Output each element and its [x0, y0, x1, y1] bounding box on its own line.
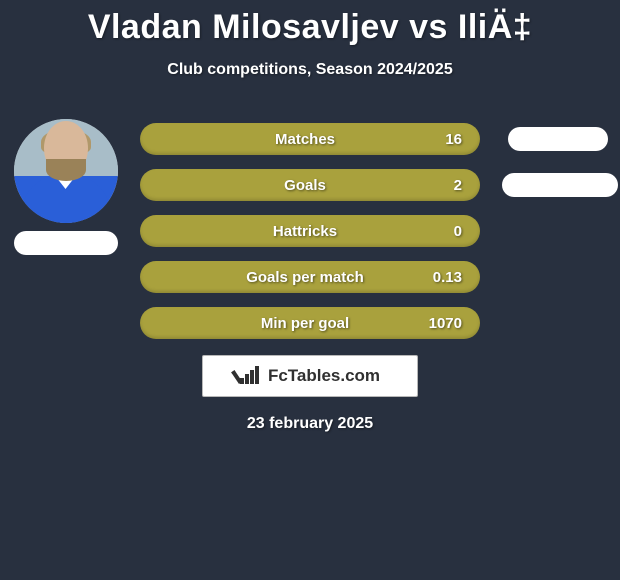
beard-icon [46, 159, 86, 181]
stat-label: Hattricks [188, 223, 422, 240]
stat-row-goals: Goals 2 [140, 169, 480, 201]
stat-label: Goals per match [188, 269, 422, 286]
stat-value: 1070 [422, 315, 462, 332]
stat-row-matches: Matches 16 [140, 123, 480, 155]
stat-label: Matches [188, 131, 422, 148]
stat-value: 2 [422, 177, 462, 194]
stat-label: Min per goal [188, 315, 422, 332]
comparison-card: Vladan Milosavljev vs IliÄ‡ Club competi… [0, 0, 620, 433]
bar-chart-icon [240, 368, 262, 384]
player-right-stat-pill-1 [508, 127, 608, 151]
stat-value: 0 [422, 223, 462, 240]
stat-label: Goals [188, 177, 422, 194]
stat-row-hattricks: Hattricks 0 [140, 215, 480, 247]
stat-row-goals-per-match: Goals per match 0.13 [140, 261, 480, 293]
branding-link[interactable]: FcTables.com [202, 355, 418, 397]
page-title: Vladan Milosavljev vs IliÄ‡ [0, 0, 620, 47]
stat-value: 16 [422, 131, 462, 148]
player-left [8, 119, 123, 255]
avatar-bg-icon [14, 119, 118, 223]
player-left-name-pill [14, 231, 118, 255]
date-text: 23 february 2025 [0, 415, 620, 433]
player-left-avatar [14, 119, 118, 223]
player-right-stat-pill-2 [502, 173, 618, 197]
stat-value: 0.13 [422, 269, 462, 286]
branding-text: FcTables.com [268, 366, 380, 386]
page-subtitle: Club competitions, Season 2024/2025 [0, 61, 620, 79]
stat-row-min-per-goal: Min per goal 1070 [140, 307, 480, 339]
stats-column: Matches 16 Goals 2 Hattricks 0 Goals per… [140, 123, 480, 353]
main-row: Matches 16 Goals 2 Hattricks 0 Goals per… [0, 119, 620, 349]
